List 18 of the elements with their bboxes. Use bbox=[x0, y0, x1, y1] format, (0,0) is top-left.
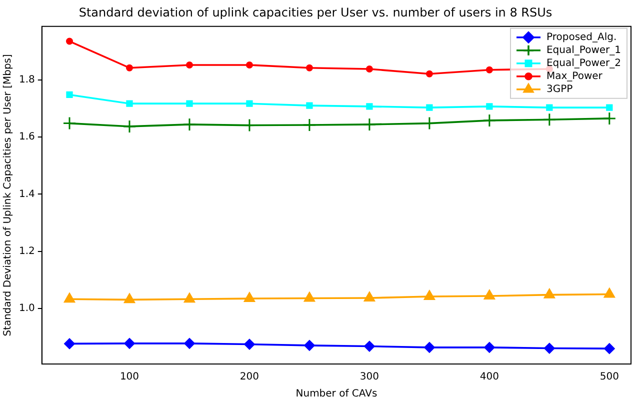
x-axis-title: Number of CAVs bbox=[296, 388, 378, 400]
y-tick-label: 1.0 bbox=[18, 303, 35, 314]
x-tick-label: 400 bbox=[480, 372, 499, 383]
x-tick-label: 100 bbox=[120, 372, 140, 383]
legend-label: Proposed_Alg. bbox=[546, 32, 617, 43]
legend-label: 3GPP bbox=[546, 84, 573, 95]
legend-label: Equal_Power_1 bbox=[546, 44, 622, 56]
legend-label: Max_Power bbox=[546, 70, 604, 82]
x-tick-label: 300 bbox=[360, 372, 379, 383]
chart-title: Standard deviation of uplink capacities per User vs. number of users in 8 RSUs bbox=[78, 5, 552, 20]
y-tick-label: 1.8 bbox=[18, 74, 35, 86]
x-tick-label: 500 bbox=[600, 372, 619, 383]
y-tick-label: 1.6 bbox=[18, 132, 35, 143]
y-tick-label: 1.4 bbox=[18, 188, 35, 200]
legend-label: Equal_Power_2 bbox=[546, 58, 622, 69]
y-tick-label: 1.2 bbox=[18, 246, 35, 257]
y-axis-title: Standard Deviation of Uplink Capacities per User [Mbps] bbox=[2, 54, 14, 336]
x-tick-label: 200 bbox=[240, 372, 260, 383]
